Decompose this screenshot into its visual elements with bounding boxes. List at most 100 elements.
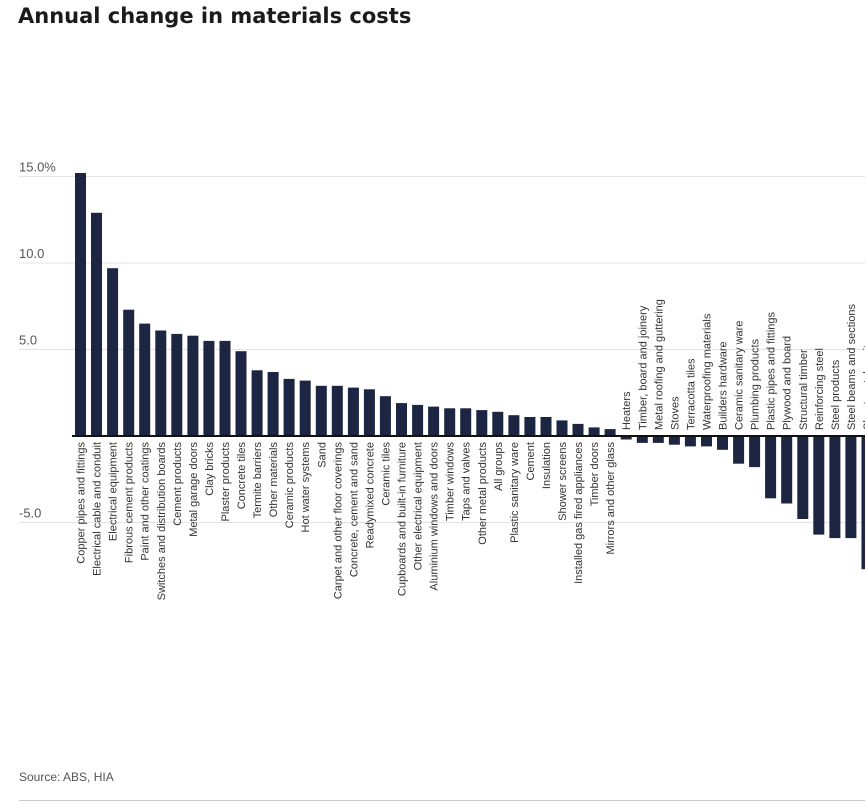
bar bbox=[668, 436, 680, 445]
y-tick-label: 15.0% bbox=[19, 160, 56, 175]
y-tick-label: 10.0 bbox=[19, 246, 44, 261]
bar bbox=[235, 351, 247, 436]
bar bbox=[861, 436, 865, 570]
bar bbox=[684, 436, 696, 447]
bar bbox=[540, 417, 552, 436]
bar bbox=[187, 335, 199, 436]
bar bbox=[315, 385, 327, 436]
bar bbox=[203, 340, 215, 437]
bar bbox=[267, 372, 279, 436]
category-label: Electrical cable and conduit bbox=[92, 442, 104, 576]
category-labels: Copper pipes and fittings Electrical cabl… bbox=[76, 299, 865, 600]
bar bbox=[155, 330, 167, 436]
source-note: Source: ABS, HIA bbox=[19, 770, 114, 784]
y-tick-label: -5.0 bbox=[19, 506, 41, 521]
bar bbox=[476, 410, 488, 437]
y-axis-ticks: 15.0% 10.0 5.0 -5.0 bbox=[19, 160, 56, 521]
bar bbox=[524, 417, 536, 436]
category-label: Concrete tiles bbox=[236, 442, 248, 510]
bar bbox=[444, 408, 456, 436]
category-label: Ceramic tiles bbox=[380, 442, 392, 506]
bar bbox=[604, 429, 616, 436]
category-label: Hot water systems bbox=[300, 442, 312, 533]
category-label: Plumbing products bbox=[750, 338, 762, 430]
category-label: Plastic pipes and fittings bbox=[766, 311, 778, 430]
bar bbox=[636, 436, 648, 443]
category-label: Structural timber bbox=[798, 349, 810, 430]
category-label: Shower screens bbox=[557, 442, 569, 521]
bar bbox=[733, 436, 745, 464]
bar bbox=[797, 436, 809, 519]
category-label: Stoves bbox=[669, 396, 681, 430]
bars bbox=[75, 173, 865, 570]
category-label: Insulation bbox=[541, 442, 553, 489]
bar bbox=[139, 323, 151, 437]
category-label: Sand bbox=[316, 442, 328, 468]
category-label: Termite barriers bbox=[252, 442, 264, 519]
category-label: Carpet and other floor coverings bbox=[332, 442, 344, 600]
category-label: Waterproofing materials bbox=[701, 313, 713, 430]
category-label: Concrete, cement and sand bbox=[348, 442, 360, 577]
category-label: Terracotta tiles bbox=[685, 358, 697, 430]
bar bbox=[460, 408, 472, 436]
category-label: Other materials bbox=[268, 442, 280, 518]
category-label: Plywood and board bbox=[782, 336, 794, 430]
bar bbox=[396, 403, 407, 436]
category-label: Paint and other coatings bbox=[140, 442, 152, 561]
bar bbox=[107, 268, 119, 436]
bar bbox=[845, 436, 857, 539]
bar bbox=[412, 404, 424, 436]
category-label: Cupboards and built-in furniture bbox=[397, 442, 409, 596]
bar bbox=[171, 333, 183, 436]
bar bbox=[620, 436, 632, 440]
category-label: Steel beams and sections bbox=[846, 304, 858, 430]
bar bbox=[572, 423, 584, 436]
category-label: Cement bbox=[525, 442, 537, 481]
category-label: Sheet metal sanitary ware bbox=[862, 303, 865, 430]
category-label: Builders hardware bbox=[718, 341, 730, 430]
bottom-divider bbox=[19, 800, 865, 801]
bar bbox=[299, 380, 311, 436]
bar bbox=[829, 436, 841, 539]
category-label: Plaster products bbox=[220, 442, 232, 522]
bar bbox=[91, 212, 102, 436]
bar bbox=[701, 436, 712, 447]
bar bbox=[652, 436, 664, 443]
bar bbox=[331, 385, 343, 436]
category-label: Ceramic products bbox=[284, 442, 296, 529]
bar bbox=[765, 436, 777, 499]
bar bbox=[588, 427, 600, 437]
bar bbox=[508, 415, 520, 436]
bar bbox=[219, 340, 231, 437]
category-label: Metal roofing and guttering bbox=[653, 299, 665, 430]
category-label: Cement products bbox=[172, 442, 184, 526]
category-label: All groups bbox=[493, 442, 505, 491]
bar bbox=[379, 396, 391, 436]
category-label: Timber windows bbox=[445, 442, 457, 522]
bar bbox=[75, 173, 86, 436]
category-label: Other electrical equipment bbox=[413, 442, 425, 570]
category-label: Other metal products bbox=[477, 442, 489, 545]
category-label: Timber doors bbox=[589, 442, 601, 507]
category-label: Installed gas fired appliances bbox=[573, 442, 585, 584]
category-label: Mirrors and other glass bbox=[605, 442, 617, 555]
chart-title: Annual change in materials costs bbox=[18, 4, 412, 28]
y-tick-label: 5.0 bbox=[19, 333, 37, 348]
category-label: Timber, board and joinery bbox=[637, 305, 649, 430]
bar bbox=[781, 436, 793, 504]
bar bbox=[283, 378, 295, 436]
category-label: Ceramic sanitary ware bbox=[734, 321, 746, 430]
category-label: Reinforcing steel bbox=[814, 348, 826, 430]
bar bbox=[123, 309, 135, 436]
bar bbox=[492, 411, 504, 436]
category-label: Plastic sanitary ware bbox=[509, 442, 521, 543]
category-label: Electrical equipment bbox=[108, 442, 120, 541]
bar bbox=[556, 420, 568, 436]
bar bbox=[347, 387, 359, 436]
category-label: Readymixed concrete bbox=[364, 442, 376, 548]
category-label: Taps and valves bbox=[461, 442, 473, 521]
bar bbox=[749, 436, 761, 468]
category-label: Heaters bbox=[621, 391, 633, 430]
category-label: Steel products bbox=[830, 359, 842, 430]
category-label: Clay bricks bbox=[204, 442, 216, 496]
